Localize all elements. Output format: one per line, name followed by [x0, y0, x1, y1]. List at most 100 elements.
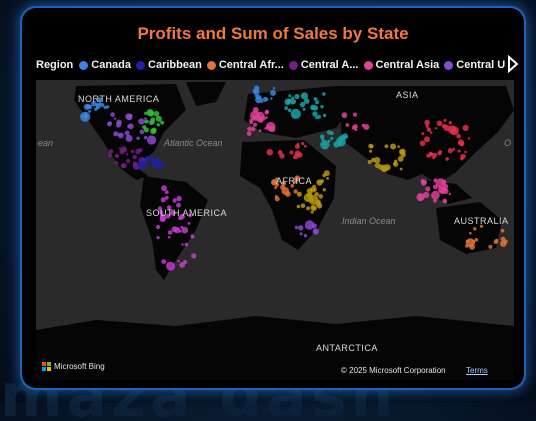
map-bubble[interactable] — [314, 192, 319, 197]
map-bubble[interactable] — [164, 190, 169, 194]
map-bubble[interactable] — [500, 228, 505, 233]
map-bubble[interactable] — [179, 262, 186, 268]
map-bubble[interactable] — [272, 87, 276, 90]
map-bubble[interactable] — [384, 144, 389, 149]
map-bubble[interactable] — [445, 157, 449, 161]
map-bubble[interactable] — [150, 128, 157, 135]
map-bubble[interactable] — [467, 137, 471, 140]
map-bubble[interactable] — [296, 204, 301, 209]
map-bubble[interactable] — [114, 154, 118, 158]
map-bubble[interactable] — [322, 173, 326, 178]
map-bubble[interactable] — [473, 227, 477, 231]
map-bubble[interactable] — [166, 261, 175, 271]
map-bubble[interactable] — [469, 231, 472, 235]
map-bubble[interactable] — [296, 142, 300, 146]
map-bubble[interactable] — [432, 152, 438, 158]
map-bubble[interactable] — [342, 133, 348, 139]
legend-item-central-america[interactable]: Central A... — [288, 59, 359, 71]
map-bubble[interactable] — [424, 136, 430, 143]
map-bubble[interactable] — [293, 156, 296, 159]
map-bubble[interactable] — [181, 243, 184, 246]
map-bubble[interactable] — [281, 181, 286, 186]
map-bubble[interactable] — [433, 198, 437, 203]
map-bubble[interactable] — [160, 197, 166, 203]
map-bubble[interactable] — [103, 105, 107, 110]
map-bubble[interactable] — [302, 107, 306, 111]
map-bubble[interactable] — [249, 120, 253, 125]
map-bubble[interactable] — [313, 97, 318, 101]
map-canvas[interactable]: NORTH AMERICA SOUTH AMERICA AFRICA ASIA … — [36, 80, 514, 380]
map-bubble[interactable] — [253, 89, 260, 96]
map-bubble[interactable] — [119, 149, 125, 155]
map-bubble[interactable] — [107, 153, 112, 158]
map-bubble[interactable] — [265, 116, 268, 119]
map-bubble[interactable] — [191, 253, 197, 259]
map-bubble[interactable] — [315, 100, 320, 105]
map-bubble[interactable] — [316, 199, 321, 204]
map-bubble[interactable] — [443, 198, 447, 202]
map-bubble[interactable] — [137, 160, 142, 165]
legend-item-canada[interactable]: Canada — [79, 59, 131, 71]
map-bubble[interactable] — [369, 144, 374, 149]
map-bubble[interactable] — [301, 94, 305, 97]
map-bubble[interactable] — [132, 161, 138, 166]
map-bubble[interactable] — [279, 153, 285, 159]
map-bubble[interactable] — [326, 177, 329, 180]
map-bubble[interactable] — [114, 161, 119, 165]
map-bubble[interactable] — [285, 191, 291, 197]
map-bubble[interactable] — [474, 238, 479, 242]
map-bubble[interactable] — [457, 149, 461, 153]
map-bubble[interactable] — [312, 111, 318, 117]
map-bubble[interactable] — [120, 163, 126, 169]
map-bubble[interactable] — [443, 124, 450, 132]
map-bubble[interactable] — [184, 242, 189, 247]
map-bubble[interactable] — [316, 203, 323, 209]
map-bubble[interactable] — [296, 191, 302, 197]
map-bubble[interactable] — [280, 184, 286, 190]
map-bubble[interactable] — [118, 132, 124, 139]
map-bubble[interactable] — [156, 236, 160, 240]
map-bubble[interactable] — [464, 150, 467, 154]
map-bubble[interactable] — [256, 94, 261, 100]
map-bubble[interactable] — [147, 135, 157, 145]
legend-item-caribbean[interactable]: Caribbean — [136, 59, 202, 71]
map-bubble[interactable] — [170, 210, 176, 216]
map-bubble[interactable] — [288, 94, 292, 98]
map-bubble[interactable] — [160, 120, 165, 125]
map-bubble[interactable] — [337, 140, 342, 146]
map-bubble[interactable] — [456, 133, 461, 139]
map-bubble[interactable] — [100, 103, 105, 107]
map-bubble[interactable] — [303, 98, 310, 104]
map-bubble[interactable] — [246, 131, 252, 136]
map-bubble[interactable] — [374, 162, 381, 169]
map-bubble[interactable] — [367, 160, 372, 164]
map-bubble[interactable] — [318, 194, 324, 199]
map-bubble[interactable] — [303, 233, 308, 238]
map-bubble[interactable] — [306, 206, 311, 211]
map-bubble[interactable] — [177, 259, 180, 263]
map-bubble[interactable] — [301, 141, 305, 146]
map-bubble[interactable] — [157, 206, 163, 211]
map-bubble[interactable] — [180, 225, 184, 229]
map-bubble[interactable] — [310, 204, 316, 211]
map-bubble[interactable] — [436, 120, 443, 127]
map-bubble[interactable] — [425, 124, 429, 128]
map-bubble[interactable] — [353, 124, 358, 129]
map-bubble[interactable] — [167, 235, 171, 239]
map-bubble[interactable] — [429, 131, 433, 134]
map-bubble[interactable] — [421, 179, 428, 186]
map-bubble[interactable] — [113, 131, 119, 137]
map-bubble[interactable] — [299, 101, 306, 108]
map-bubble[interactable] — [354, 128, 358, 132]
map-bubble[interactable] — [397, 145, 400, 148]
map-bubble[interactable] — [139, 129, 145, 135]
map-bubble[interactable] — [431, 190, 440, 200]
map-bubble[interactable] — [352, 112, 358, 117]
map-bubble[interactable] — [265, 109, 270, 114]
map-bubble[interactable] — [118, 147, 122, 150]
map-bubble[interactable] — [260, 100, 264, 103]
map-bubble[interactable] — [153, 110, 160, 117]
map-bubble[interactable] — [127, 124, 131, 128]
map-bubble[interactable] — [300, 203, 306, 208]
map-bubble[interactable] — [393, 162, 397, 166]
